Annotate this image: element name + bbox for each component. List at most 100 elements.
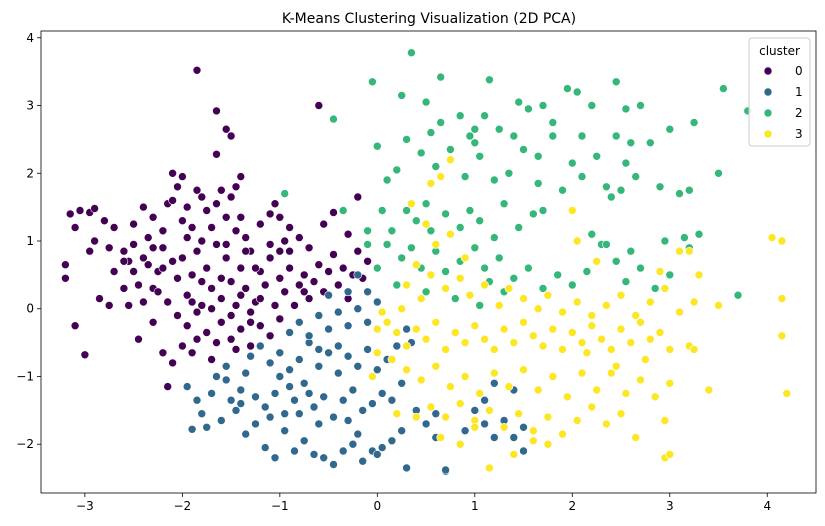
point-cluster-2 xyxy=(494,124,504,134)
point-cluster-1 xyxy=(441,465,450,475)
point-cluster-1 xyxy=(372,450,382,459)
point-cluster-0 xyxy=(265,240,275,249)
point-cluster-0 xyxy=(187,270,197,280)
point-cluster-1 xyxy=(241,368,250,378)
point-cluster-3 xyxy=(407,199,416,208)
point-cluster-0 xyxy=(61,260,70,270)
legend-label-3: 3 xyxy=(795,127,803,141)
point-cluster-2 xyxy=(392,280,402,290)
point-cluster-3 xyxy=(460,338,470,347)
point-cluster-0 xyxy=(85,246,94,256)
point-cluster-3 xyxy=(509,450,519,459)
point-cluster-2 xyxy=(616,185,626,195)
point-cluster-1 xyxy=(402,463,411,473)
point-cluster-2 xyxy=(602,182,611,192)
point-cluster-3 xyxy=(514,409,524,419)
point-cluster-3 xyxy=(655,267,665,276)
point-cluster-2 xyxy=(436,72,446,82)
point-cluster-1 xyxy=(372,365,382,375)
point-cluster-3 xyxy=(519,294,528,303)
point-cluster-3 xyxy=(402,280,411,290)
point-cluster-2 xyxy=(411,216,421,225)
point-cluster-2 xyxy=(533,179,543,188)
point-cluster-3 xyxy=(416,375,426,385)
point-cluster-3 xyxy=(767,233,777,242)
point-cluster-0 xyxy=(197,236,207,246)
point-cluster-2 xyxy=(636,263,645,273)
point-cluster-1 xyxy=(221,375,231,385)
point-cluster-1 xyxy=(333,368,343,378)
point-cluster-1 xyxy=(280,409,290,419)
point-cluster-3 xyxy=(504,382,514,391)
point-cluster-3 xyxy=(616,409,626,419)
point-cluster-2 xyxy=(426,128,436,137)
point-cluster-1 xyxy=(275,372,285,381)
point-cluster-1 xyxy=(280,426,290,436)
point-cluster-0 xyxy=(109,223,119,232)
point-cluster-2 xyxy=(626,246,636,256)
point-cluster-3 xyxy=(660,284,670,293)
point-cluster-2 xyxy=(582,267,592,276)
point-cluster-0 xyxy=(182,290,192,300)
point-cluster-0 xyxy=(90,204,99,213)
point-cluster-3 xyxy=(436,433,446,442)
point-cluster-2 xyxy=(558,185,567,195)
point-cluster-0 xyxy=(143,233,153,242)
point-cluster-3 xyxy=(602,419,611,429)
point-cluster-0 xyxy=(265,209,275,219)
point-cluster-0 xyxy=(212,150,221,159)
point-cluster-2 xyxy=(714,169,723,178)
point-cluster-3 xyxy=(548,372,558,381)
x-tick-label: 0 xyxy=(374,499,382,513)
point-cluster-1 xyxy=(353,361,363,371)
point-cluster-0 xyxy=(304,243,314,253)
y-tick-label: 4 xyxy=(26,31,34,45)
point-cluster-3 xyxy=(558,429,567,439)
point-cluster-0 xyxy=(192,334,202,344)
point-cluster-1 xyxy=(363,345,372,354)
point-cluster-2 xyxy=(475,301,485,310)
point-cluster-0 xyxy=(104,301,114,310)
point-cluster-3 xyxy=(446,229,455,239)
point-cluster-3 xyxy=(616,290,626,300)
point-cluster-2 xyxy=(402,206,411,215)
point-cluster-2 xyxy=(480,111,489,120)
x-tick-label: 3 xyxy=(666,499,674,513)
point-cluster-1 xyxy=(324,324,333,334)
point-cluster-3 xyxy=(621,389,631,398)
point-cluster-1 xyxy=(519,422,528,432)
point-cluster-3 xyxy=(543,439,553,449)
point-cluster-1 xyxy=(231,406,241,415)
point-cluster-2 xyxy=(587,101,597,110)
point-cluster-1 xyxy=(304,389,314,398)
point-cluster-3 xyxy=(441,412,450,422)
point-cluster-1 xyxy=(241,429,250,439)
point-cluster-2 xyxy=(611,131,621,141)
point-cluster-2 xyxy=(621,277,631,286)
point-cluster-1 xyxy=(368,399,377,408)
point-cluster-2 xyxy=(416,148,426,158)
point-cluster-3 xyxy=(577,338,587,347)
point-cluster-1 xyxy=(294,317,304,327)
point-cluster-0 xyxy=(202,263,211,273)
point-cluster-3 xyxy=(372,348,382,358)
point-cluster-0 xyxy=(226,131,236,141)
point-cluster-3 xyxy=(489,368,499,378)
point-cluster-0 xyxy=(168,169,177,178)
point-cluster-0 xyxy=(246,317,255,327)
x-tick-label: 1 xyxy=(471,499,479,513)
point-cluster-3 xyxy=(714,301,723,310)
point-cluster-3 xyxy=(528,436,538,446)
point-cluster-2 xyxy=(602,240,611,249)
point-cluster-0 xyxy=(329,250,338,259)
point-cluster-3 xyxy=(572,416,582,425)
point-cluster-0 xyxy=(363,256,372,266)
point-cluster-0 xyxy=(100,216,109,225)
y-tick-label: 1 xyxy=(26,234,34,248)
legend-marker-2 xyxy=(763,108,773,118)
point-cluster-0 xyxy=(231,301,241,310)
legend-marker-1 xyxy=(763,87,773,97)
point-cluster-0 xyxy=(217,185,226,195)
point-cluster-3 xyxy=(489,345,499,354)
point-cluster-0 xyxy=(148,317,158,327)
